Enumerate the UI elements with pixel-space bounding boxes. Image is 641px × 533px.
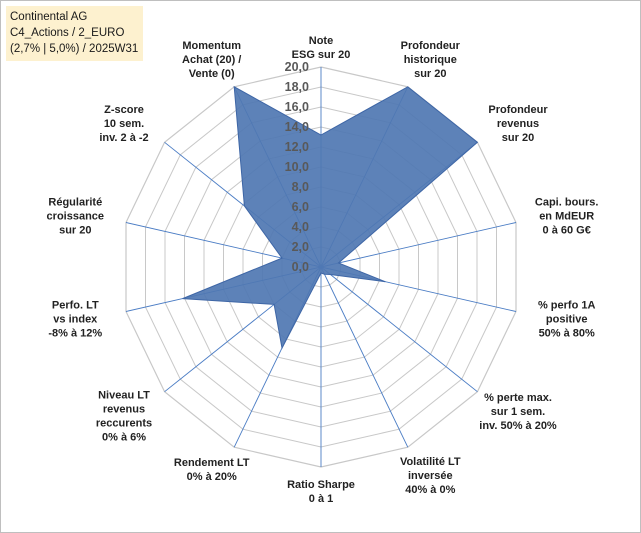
radial-tick-label: 8,0: [292, 180, 309, 194]
axis-label: Volatilité LT inversée 40% à 0%: [400, 456, 461, 496]
radial-tick-label: 2,0: [292, 240, 309, 254]
axis-label: Rendement LT 0% à 20%: [174, 457, 250, 483]
axis-label: Z-score 10 sem. inv. 2 à -2: [99, 104, 148, 144]
axis-spoke: [320, 266, 478, 393]
radial-tick-label: 0,0: [292, 260, 309, 274]
radial-tick-label: 4,0: [292, 220, 309, 234]
radial-tick-label: 18,0: [285, 80, 309, 94]
axis-label: Note ESG sur 20: [292, 35, 351, 61]
radial-tick-label: 20,0: [285, 60, 309, 74]
portfolio-category: C4_Actions / 2_EURO: [10, 27, 125, 39]
axis-label: % perfo 1A positive 50% à 80%: [538, 299, 596, 339]
radial-tick-label: 16,0: [285, 100, 309, 114]
axis-spoke: [320, 222, 517, 268]
radial-tick-labels: 0,0 2,0 4,0 6,0 8,0 10,0 12,0 14,0 16,0 18,0 20,0: [285, 60, 309, 274]
axis-label: Perfo. LT vs index -8% à 12%: [48, 299, 102, 339]
radial-tick-label: 6,0: [292, 200, 309, 214]
radial-tick-label: 10,0: [285, 160, 309, 174]
axis-spoke: [320, 266, 409, 448]
axis-label: % perte max. sur 1 sem. inv. 50% à 20%: [479, 392, 557, 432]
axis-label: Ratio Sharpe 0 à 1: [287, 479, 355, 505]
axis-label: Niveau LT revenus reccurents 0% à 6%: [96, 389, 152, 443]
axis-label: Profondeur historique sur 20: [401, 40, 461, 80]
radial-tick-label: 12,0: [285, 140, 309, 154]
axis-label: Profondeur revenus sur 20: [488, 104, 548, 144]
title-box: Continental AG C4_Actions / 2_EURO (2,7%…: [6, 6, 143, 61]
axis-label: Momentum Achat (20) / Vente (0): [182, 40, 241, 80]
series-area: [182, 85, 479, 350]
radial-tick-label: 14,0: [285, 120, 309, 134]
axis-labels: Note ESG sur 20 Profondeur historique sur 20…: [47, 35, 599, 505]
company-name: Continental AG: [10, 11, 88, 23]
radar-series: [182, 85, 479, 350]
period-info: (2,7% | 5,0%) / 2025W31: [10, 43, 139, 55]
axis-label: Régularité croissance sur 20: [47, 197, 104, 237]
axis-label: Capi. bours. en MdEUR 0 à 60 G€: [535, 197, 599, 237]
